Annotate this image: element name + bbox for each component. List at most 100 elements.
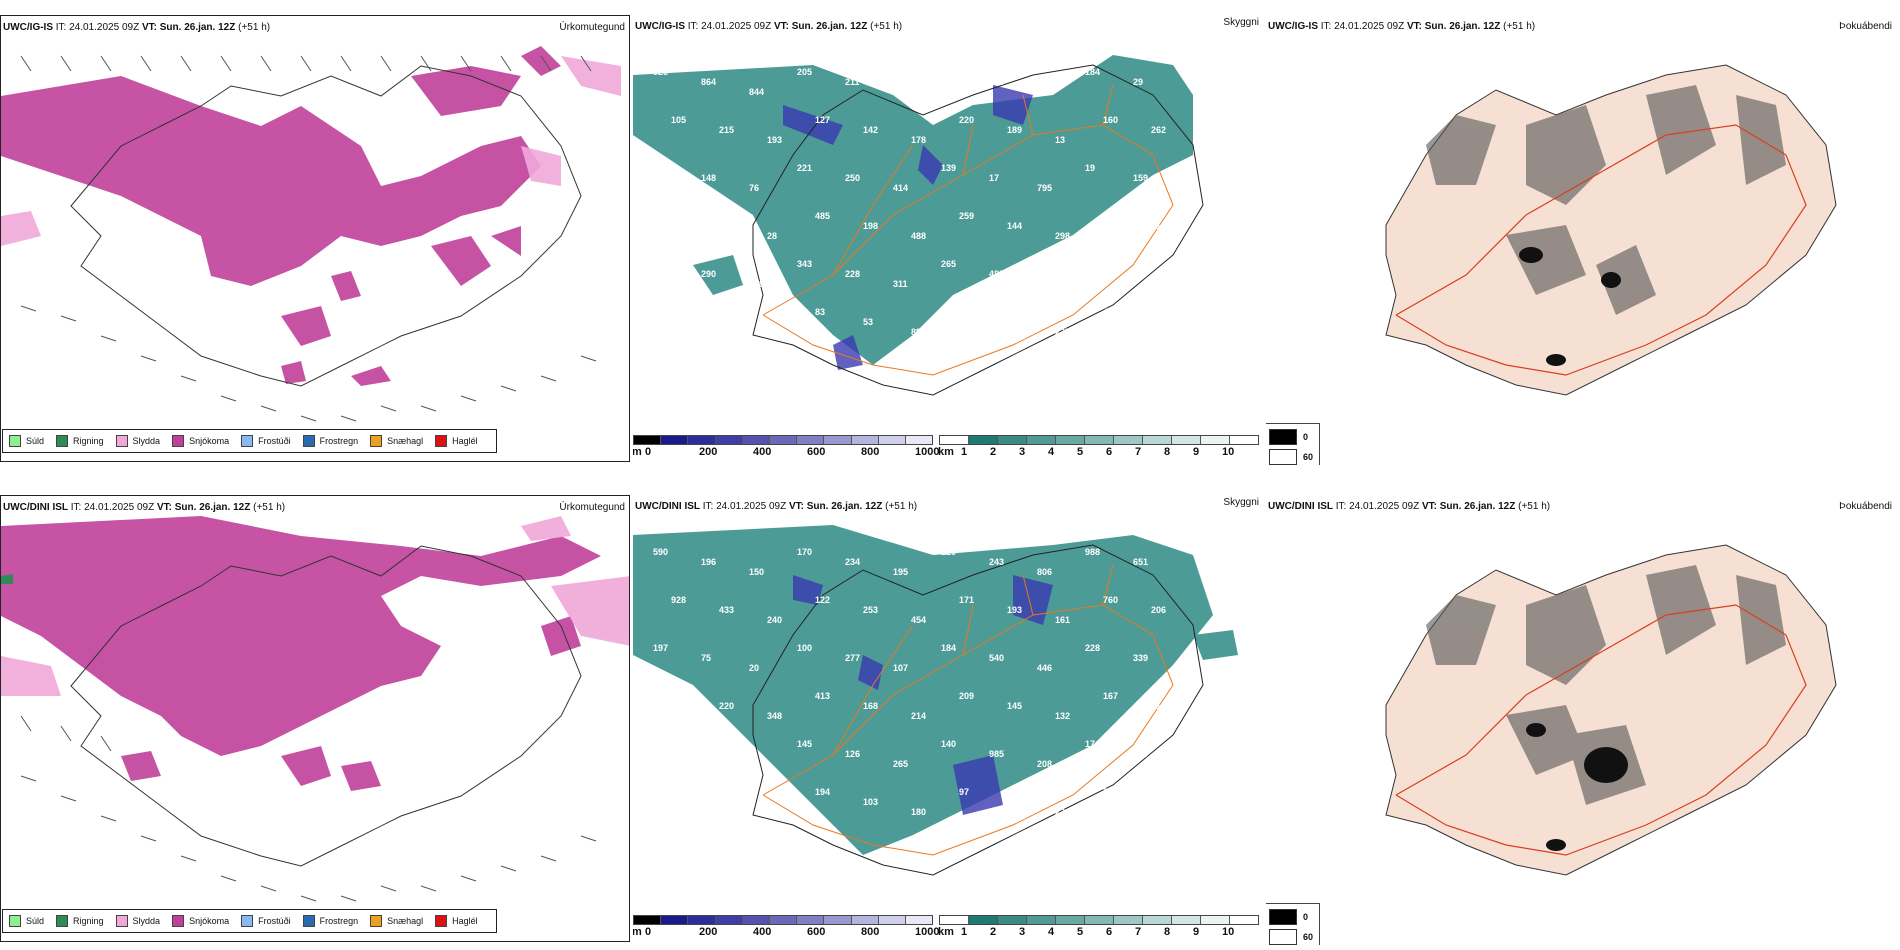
cloud-base-label: 157 (671, 211, 686, 221)
colorbar-tick: 800 (861, 446, 880, 458)
cloud-base-label: 806 (1037, 567, 1052, 577)
legend-item-sleet: Slydda (115, 435, 160, 447)
colorbar-cell (969, 916, 998, 924)
fog-indicator-map[interactable] (1266, 35, 1896, 435)
legend-item-freezing-drizzle: Frostúði (241, 435, 291, 447)
visibility-areas (633, 525, 1238, 855)
cloud-base-label: 145 (797, 739, 812, 749)
cloud-base-label: 214 (911, 711, 926, 721)
precip-type-panel-bottom: UWC/DINI ISL IT: 24.01.2025 09Z VT: Sun.… (0, 495, 630, 942)
cloud-base-label: 194 (815, 787, 830, 797)
precip-type-map[interactable] (1, 516, 630, 916)
fog-legend: 0 60 (1266, 423, 1320, 465)
fog-shading (1426, 85, 1786, 315)
cloud-base-label: 253 (863, 605, 878, 615)
cloud-base-label: 220 (719, 701, 734, 711)
colorbar-cell (1027, 436, 1056, 444)
cloud-base-label: 174 (1085, 739, 1100, 749)
cloud-base-label: 103 (863, 797, 878, 807)
legend-item-snow-pellets: Snæhagl (370, 435, 423, 447)
colorbar-cell (998, 436, 1027, 444)
cloud-base-label: 540 (989, 653, 1004, 663)
cloud-base-label: 115 (749, 855, 764, 865)
cloud-base-label: 149 (671, 307, 686, 317)
colorbar-tick: 8 (1164, 926, 1171, 938)
cloud-base-label: 872 (653, 835, 668, 845)
legend-item-sleet: Slydda (115, 915, 160, 927)
legend-item-rain: Rigning (56, 915, 104, 927)
cloud-base-label: 844 (749, 87, 764, 97)
cloud-base-label: 41 (1103, 307, 1113, 317)
cloud-base-label: 168 (863, 701, 878, 711)
cloud-base-label: 589 (1037, 279, 1052, 289)
visibility-unit: km (938, 446, 954, 458)
colorbar-tick: 600 (807, 926, 826, 938)
cloud-base-label: 171 (959, 595, 974, 605)
cloud-base-label: 240 (767, 615, 782, 625)
iceland-outline (752, 544, 1204, 876)
iceland-outline (752, 64, 1204, 396)
cloud-base-label: 158 (749, 279, 764, 289)
precip-type-legend: Súld Rigning Slydda Snjókoma Frostúði Fr… (2, 909, 497, 933)
colorbar-tick: 800 (861, 926, 880, 938)
fog-panel-bottom: UWC/DINI ISL IT: 24.01.2025 09Z VT: Sun.… (1266, 495, 1896, 945)
cloud-base-label: 886 (989, 77, 1004, 87)
colorbar-tick: 0 (645, 446, 652, 458)
visibility-cloud-base-map[interactable]: 9268648442052113092168861918429105215193… (633, 35, 1263, 435)
colorbar-cell (688, 436, 716, 444)
cloud-base-label: 760 (1103, 595, 1118, 605)
cloud-base-label: 83 (815, 307, 825, 317)
colorbar-cell (742, 916, 770, 924)
panel-title: UWC/DINI ISL IT: 24.01.2025 09Z VT: Sun.… (3, 502, 286, 513)
cloud-base-label: 216 (701, 845, 716, 855)
colorbar-cell (1172, 916, 1201, 924)
cloud-base-label: 193 (767, 135, 782, 145)
colorbar-tick: 8 (1164, 446, 1171, 458)
low-cloud-areas (793, 575, 1053, 815)
cloud-base-label: 23 (767, 327, 777, 337)
cloud-base-label: 216 (941, 67, 956, 77)
visibility-cloud-base-map[interactable]: 590 196 150 170 234 195 220 243 806 988 651 928 433 2… (633, 515, 1263, 915)
colorbar-tick: 7 (1135, 926, 1142, 938)
cloud-base-label: 446 (1037, 663, 1052, 673)
cloud-base-labels: 590 196 150 170 234 195 220 243 806 988 651 928 433 2… (653, 547, 1166, 865)
fog-panel-top: UWC/IG-IS IT: 24.01.2025 09Z VT: Sun. 26… (1266, 15, 1896, 465)
cloud-base-label: 985 (989, 749, 1004, 759)
cloud-base-label: 97 (959, 307, 969, 317)
cloud-base-label: 926 (653, 67, 668, 77)
cloud-base-colorbar: m 0 200 400 600 800 1000 (633, 435, 939, 459)
panel-title: UWC/DINI ISL IT: 24.01.2025 09Z VT: Sun.… (1268, 501, 1551, 512)
cloud-base-label: 208 (1037, 759, 1052, 769)
cloud-base-label: 211 (845, 77, 860, 87)
cloud-base-label: 259 (959, 211, 974, 221)
cloud-base-label: 97 (959, 787, 969, 797)
precip-type-map[interactable] (1, 36, 630, 436)
cloud-base-label: 19 (1037, 87, 1047, 97)
fog-legend-item: 60 (1269, 929, 1313, 945)
cloud-base-label: 195 (893, 567, 908, 577)
panel-field-name: Úrkomutegund (559, 502, 625, 513)
legend-item-snow: Snjókoma (172, 915, 229, 927)
colorbar-cell (797, 436, 825, 444)
colorbar-tick: 9 (1193, 926, 1200, 938)
colorbar-tick: 400 (753, 926, 772, 938)
cloud-base-label: 150 (1103, 211, 1118, 221)
precip-type-panel-top: UWC/IG-IS IT: 24.01.2025 09Z VT: Sun. 26… (0, 15, 630, 462)
colorbar-cell (688, 916, 716, 924)
cloud-base-label: 298 (1055, 231, 1070, 241)
colorbar-cell (878, 436, 906, 444)
cloud-base-label: 205 (797, 67, 812, 77)
cloud-base-labels: 9268648442052113092168861918429105215193… (653, 67, 1166, 337)
cloud-base-label: 161 (1055, 615, 1070, 625)
wind-barbs (20, 55, 597, 422)
road-network (762, 84, 1174, 376)
legend-item-snow-pellets: Snæhagl (370, 915, 423, 927)
cloud-base-label: 220 (941, 547, 956, 557)
cloud-base-label: 105 (671, 115, 686, 125)
cloud-base-label: 482 (989, 269, 1004, 279)
cloud-base-label: 13 (1055, 135, 1065, 145)
legend-item-drizzle: Súld (9, 435, 44, 447)
fog-indicator-map[interactable] (1266, 515, 1896, 915)
colorbar-tick: 5 (1077, 926, 1084, 938)
colorbar-cell (878, 916, 906, 924)
